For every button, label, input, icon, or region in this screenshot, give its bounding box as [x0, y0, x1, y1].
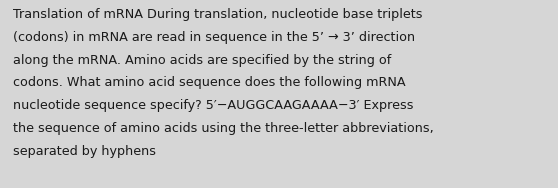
Text: separated by hyphens: separated by hyphens	[13, 145, 156, 158]
Text: Translation of mRNA During translation, nucleotide base triplets: Translation of mRNA During translation, …	[13, 8, 422, 21]
Text: codons. What amino acid sequence does the following mRNA: codons. What amino acid sequence does th…	[13, 76, 406, 89]
Text: along the mRNA. Amino acids are specified by the string of: along the mRNA. Amino acids are specifie…	[13, 54, 391, 67]
Text: the sequence of amino acids using the three-letter abbreviations,: the sequence of amino acids using the th…	[13, 122, 434, 135]
Text: (codons) in mRNA are read in sequence in the 5’ → 3’ direction: (codons) in mRNA are read in sequence in…	[13, 31, 415, 44]
Text: nucleotide sequence specify? 5′−AUGGCAAGAAAA−3′ Express: nucleotide sequence specify? 5′−AUGGCAAG…	[13, 99, 413, 112]
